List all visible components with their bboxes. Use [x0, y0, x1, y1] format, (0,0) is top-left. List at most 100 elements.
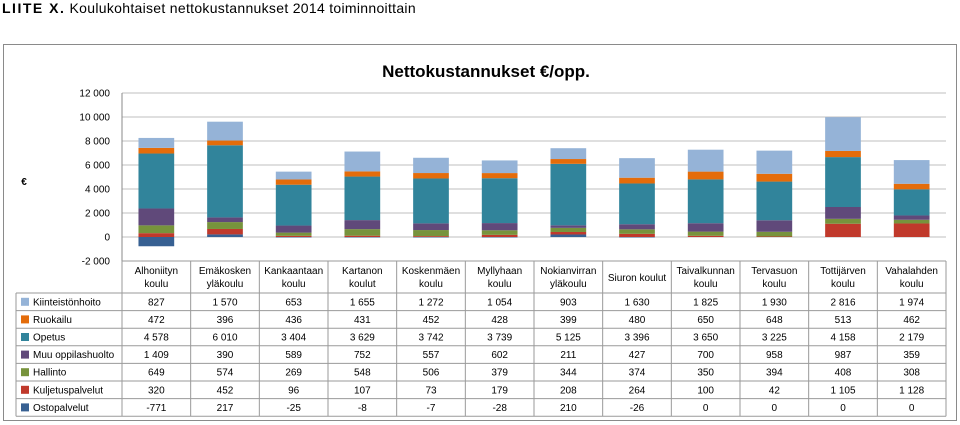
data-label: 73 [425, 385, 437, 396]
bar-segment [413, 230, 449, 237]
bar-segment [344, 220, 381, 230]
bar-segment [275, 237, 312, 238]
bar-segment [619, 158, 655, 178]
data-label: 211 [560, 350, 576, 361]
bar-segment [687, 223, 724, 232]
y-tick-label: 0 [104, 233, 110, 244]
category-label: koulu [762, 279, 786, 290]
chart-title: Nettokustannukset €/opp. [382, 62, 590, 81]
data-label: 3 225 [762, 333, 787, 344]
category-label: koulu [488, 279, 512, 290]
data-label: 1 128 [899, 385, 924, 396]
data-label: 350 [697, 368, 714, 379]
data-label: 1 105 [830, 385, 855, 396]
data-label: 462 [903, 315, 920, 326]
bar-segment [207, 140, 243, 146]
legend-series-name: Kuljetuspalvelut [33, 385, 103, 396]
data-label: 431 [354, 315, 371, 326]
bar-segment [207, 121, 243, 141]
bar-segment [619, 233, 655, 237]
bar-segment [550, 159, 587, 164]
bar-segment [550, 148, 587, 160]
category-label: yläkoulu [207, 279, 244, 290]
data-label: 4 578 [144, 333, 169, 344]
data-label: 1 570 [212, 297, 237, 308]
data-label: 589 [285, 350, 302, 361]
bar-segment [550, 227, 587, 232]
data-label: 269 [285, 368, 302, 379]
category-label: Tervasuon [751, 266, 797, 277]
bar-segment [413, 237, 449, 238]
bar-segment [481, 234, 518, 237]
data-label: -28 [492, 403, 507, 414]
y-tick-label: -2 000 [82, 257, 111, 268]
bar-segment [207, 145, 243, 218]
bar-segment [207, 222, 243, 229]
chart-frame: Nettokustannukset €/opp. € -2 000 0 2 000 4… [3, 44, 957, 421]
data-label: -8 [358, 403, 367, 414]
bar-segment [138, 233, 175, 237]
bar-segment [344, 151, 381, 172]
bar-segment [138, 137, 175, 148]
data-label: 394 [766, 368, 783, 379]
category-label: yläkoulu [550, 279, 587, 290]
bar-segment [893, 160, 930, 184]
bar-segment [481, 230, 518, 235]
bars [138, 117, 930, 247]
category-label: Vahalahden [885, 266, 938, 277]
data-label: 2 816 [830, 297, 855, 308]
data-label: 179 [491, 385, 508, 396]
y-tick-label: 10 000 [79, 113, 110, 124]
bar-segment [275, 235, 312, 237]
bar-segment [825, 223, 861, 237]
data-label: 210 [560, 403, 577, 414]
data-label: 3 739 [487, 333, 512, 344]
data-label: 3 650 [693, 333, 718, 344]
category-label: Koskenmäen [402, 266, 460, 277]
data-label: 1 054 [487, 297, 512, 308]
data-label: 0 [703, 403, 709, 414]
bar-segment [825, 218, 861, 224]
bar-segment [138, 208, 175, 226]
data-label: 96 [288, 385, 300, 396]
data-label: 0 [840, 403, 846, 414]
data-label: 208 [560, 385, 577, 396]
category-label: koulut [349, 279, 376, 290]
bar-segment [413, 236, 449, 237]
data-label: 548 [354, 368, 371, 379]
data-label: 0 [909, 403, 915, 414]
bar-segment [619, 177, 655, 184]
bar-segment [687, 231, 724, 236]
data-label: -7 [427, 403, 436, 414]
data-label: 958 [766, 350, 783, 361]
legend-swatch [21, 350, 29, 359]
legend-swatch [21, 333, 29, 341]
data-label: 1 825 [693, 297, 718, 308]
page-header: LIITE X. Koulukohtaiset nettokustannukse… [2, 0, 416, 16]
bar-segment [893, 183, 930, 190]
data-label: -26 [630, 403, 645, 414]
bar-segment [893, 219, 930, 224]
bar-segment [756, 181, 793, 221]
data-label: 602 [491, 350, 508, 361]
bar-segment [344, 171, 381, 177]
bar-segment [275, 179, 312, 185]
y-axis-label: € [21, 177, 27, 188]
category-label: Emäkosken [199, 266, 251, 277]
legend-swatch [21, 315, 29, 324]
category-label: Nokianvirran [540, 266, 596, 277]
category-label: Kankaantaan [264, 266, 323, 277]
bar-segment [687, 171, 724, 180]
data-label: 320 [148, 385, 165, 396]
bar-segment [138, 237, 175, 247]
data-label: 396 [217, 315, 234, 326]
bar-segment [481, 173, 518, 179]
header-title: Koulukohtaiset nettokustannukset 2014 to… [69, 0, 416, 16]
data-label: 650 [697, 315, 714, 326]
data-label: 42 [769, 385, 781, 396]
data-label: 0 [772, 403, 778, 414]
legend-series-name: Muu oppilashuolto [33, 350, 115, 361]
bar-segment [550, 234, 587, 237]
bar-segment [138, 153, 175, 209]
data-label: 100 [697, 385, 714, 396]
